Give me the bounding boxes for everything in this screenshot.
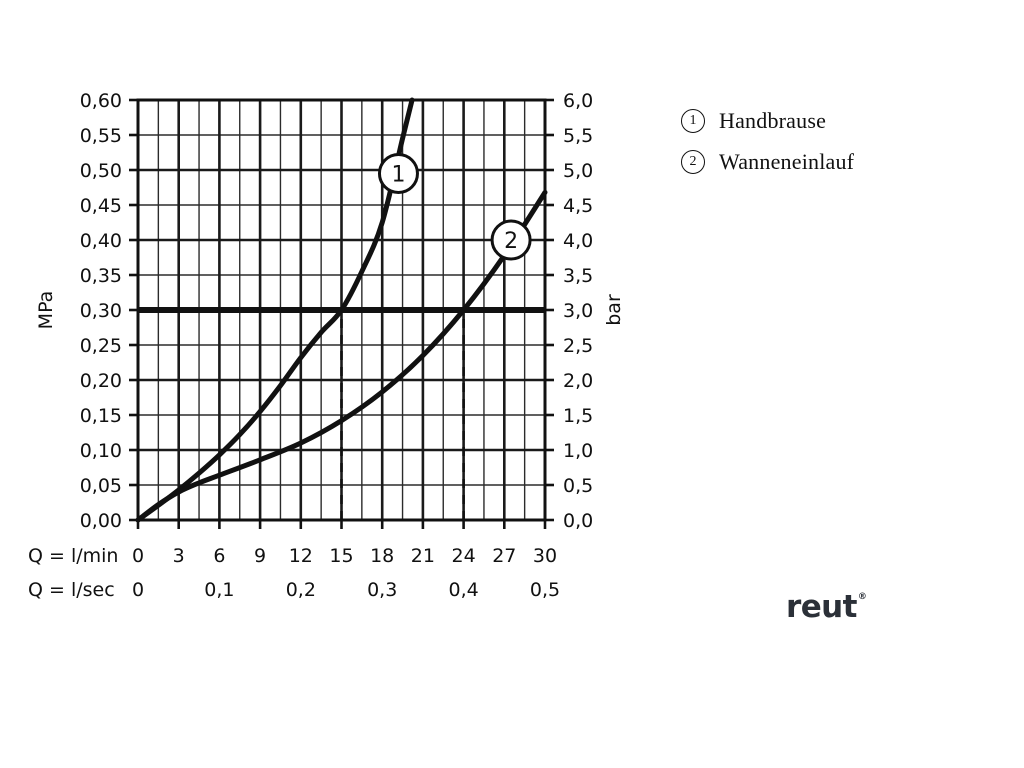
- y-tick-left: 0,00: [80, 510, 122, 532]
- x-tick-lsec: 0,4: [448, 579, 478, 601]
- y-tick-left: 0,10: [80, 440, 122, 462]
- y-tick-right: 6,0: [563, 90, 593, 112]
- y-tick-right: 5,0: [563, 160, 593, 182]
- y-tick-left: 0,50: [80, 160, 122, 182]
- y-tick-right: 0,5: [563, 475, 593, 497]
- svg-text:1: 1: [391, 163, 405, 188]
- axis-ticks: [129, 98, 554, 529]
- y-tick-right: 2,0: [563, 370, 593, 392]
- y-tick-left: 0,30: [80, 300, 122, 322]
- x-tick-lmin: 0: [132, 545, 144, 567]
- y-tick-right: 1,5: [563, 405, 593, 427]
- y-tick-right: 5,5: [563, 125, 593, 147]
- brand-logo: reut ®: [786, 592, 867, 623]
- x-axis-lmin-title: Q = l/min: [28, 545, 118, 567]
- svg-text:2: 2: [504, 229, 518, 254]
- series-marker-2: 2: [490, 219, 532, 261]
- x-axis-lsec-title: Q = l/sec: [28, 579, 115, 601]
- x-tick-lmin: 18: [370, 545, 394, 567]
- y-tick-left: 0,25: [80, 335, 122, 357]
- dashed-guide-lines: [340, 310, 465, 520]
- y-tick-left: 0,20: [80, 370, 122, 392]
- y-tick-left: 0,55: [80, 125, 122, 147]
- legend-marker-2-icon: 2: [681, 149, 705, 174]
- x-tick-lmin: 21: [411, 545, 435, 567]
- series-curve-2: [135, 189, 548, 523]
- x-tick-lmin: 30: [533, 545, 557, 567]
- brand-registered-icon: ®: [857, 592, 867, 602]
- x-tick-lmin: 9: [254, 545, 266, 567]
- y-tick-right: 1,0: [563, 440, 593, 462]
- y-tick-left: 0,45: [80, 195, 122, 217]
- x-tick-lmin: 6: [213, 545, 225, 567]
- y-tick-left: 0,15: [80, 405, 122, 427]
- legend-label-handbrause: Handbrause: [719, 107, 827, 133]
- y-tick-right: 4,5: [563, 195, 593, 217]
- legend-item-wanneneinlauf: 2 Wanneneinlauf: [681, 141, 981, 182]
- legend-item-handbrause: 1 Handbrause: [681, 100, 981, 141]
- x-tick-lsec: 0,5: [530, 579, 560, 601]
- chart-legend: 1 Handbrause 2 Wanneneinlauf: [681, 100, 981, 182]
- x-tick-lmin: 15: [329, 545, 353, 567]
- x-tick-lmin: 24: [452, 545, 476, 567]
- series-marker-1: 1: [377, 153, 419, 194]
- x-tick-lmin: 3: [173, 545, 185, 567]
- legend-label-wanneneinlauf: Wanneneinlauf: [719, 148, 855, 174]
- y-axis-right-title: bar: [603, 294, 625, 326]
- x-tick-lmin: 27: [492, 545, 516, 567]
- pressure-flow-chart: 0,60 0,55 0,50 0,45 0,40 0,35 0,30 0,25 0,20 0,15…: [28, 90, 625, 601]
- y-tick-right: 0,0: [563, 510, 593, 532]
- x-tick-lsec: 0,3: [367, 579, 397, 601]
- x-tick-lsec: 0: [132, 579, 144, 601]
- y-tick-right: 2,5: [563, 335, 593, 357]
- y-tick-right: 3,0: [563, 300, 593, 322]
- x-tick-lsec: 0,1: [204, 579, 234, 601]
- y-tick-right: 4,0: [563, 230, 593, 252]
- y-axis-left-tick-labels: 0,60 0,55 0,50 0,45 0,40 0,35 0,30 0,25 0,20 0,15…: [80, 90, 122, 532]
- x-tick-lmin: 12: [289, 545, 313, 567]
- x-tick-lsec: 0,2: [286, 579, 316, 601]
- y-tick-left: 0,05: [80, 475, 122, 497]
- legend-marker-1-icon: 1: [681, 108, 705, 133]
- y-tick-left: 0,40: [80, 230, 122, 252]
- y-axis-left-title: MPa: [35, 291, 57, 330]
- series-curves: [135, 97, 548, 523]
- y-axis-right-tick-labels: 6,0 5,5 5,0 4,5 4,0 3,5 3,0 2,5 2,0 1,5 1,0 0,5 0,0: [563, 90, 593, 532]
- y-tick-right: 3,5: [563, 265, 593, 287]
- chart-canvas: 0,600,550,500,450,400,350,300,250,200,15…: [28, 90, 625, 601]
- x-axis-lsec-tick-labels: 0 0,1 0,2 0,3 0,4 0,5: [132, 579, 560, 601]
- series-curve-1: [135, 97, 415, 523]
- y-tick-left: 0,60: [80, 90, 122, 112]
- series-marker-badges: 12: [377, 153, 532, 261]
- y-tick-left: 0,35: [80, 265, 122, 287]
- x-axis-lmin-tick-labels: 0 3 6 9 12 15 18 21 24 27 30: [132, 545, 557, 567]
- brand-wordmark: reut: [786, 589, 857, 625]
